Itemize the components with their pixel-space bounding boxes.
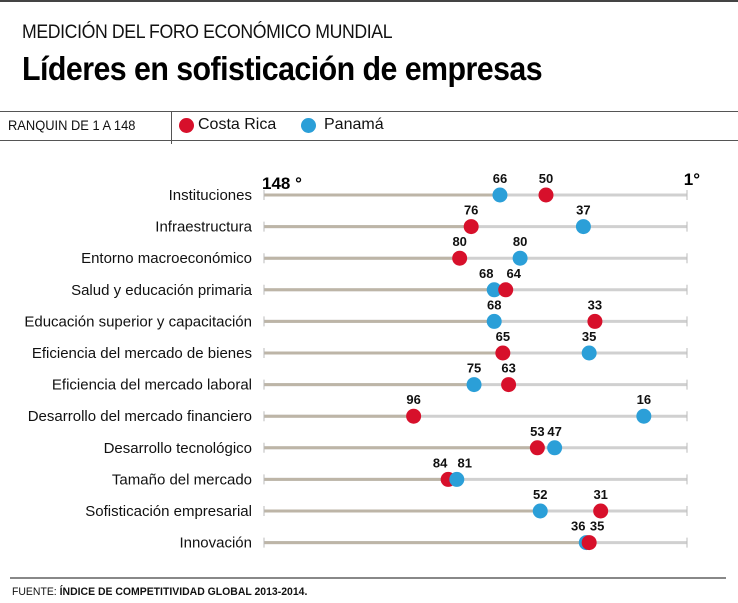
legend-item-costa-rica: Costa Rica — [179, 116, 276, 134]
data-point-costa-rica — [587, 313, 603, 329]
data-point-costa-rica — [538, 187, 554, 203]
data-point-panama — [486, 313, 502, 329]
data-label-panama: 36 — [571, 519, 585, 534]
category-label: Instituciones — [169, 187, 252, 204]
data-point-costa-rica — [452, 250, 468, 266]
legend-dot-icon — [179, 117, 194, 133]
data-point-costa-rica — [498, 282, 514, 298]
data-point-costa-rica — [593, 503, 609, 519]
data-label-panama: 68 — [479, 266, 493, 281]
data-point-panama — [492, 187, 508, 203]
data-label-costa-rica: 35 — [590, 519, 604, 534]
data-label-panama: 35 — [582, 329, 596, 344]
data-point-costa-rica — [406, 408, 422, 424]
axis-end-right-label: 1° — [684, 170, 700, 189]
data-point-panama — [512, 250, 528, 266]
chart-row: Salud y educación primaria 64 68 — [71, 266, 688, 299]
legend-item-panama: Panamá — [301, 116, 384, 134]
category-label: Tamaño del mercado — [112, 471, 252, 488]
chart-row: Infraestructura 76 37 — [155, 203, 688, 236]
chart-row: Sofisticación empresarial 31 52 — [85, 487, 688, 520]
data-label-costa-rica: 65 — [496, 329, 510, 344]
legend-scale-note: RANQUIN DE 1 A 148 — [8, 117, 136, 133]
data-label-costa-rica: 76 — [464, 203, 478, 218]
data-label-costa-rica: 33 — [588, 297, 602, 312]
chart-row: Desarrollo tecnológico 53 47 — [104, 424, 688, 457]
data-point-panama — [547, 440, 563, 456]
data-label-panama: 52 — [533, 487, 547, 502]
category-label: Innovación — [179, 535, 252, 552]
data-point-costa-rica — [581, 535, 597, 551]
category-label: Desarrollo tecnológico — [104, 440, 252, 457]
bottom-rule — [10, 577, 726, 579]
source-prefix: FUENTE: — [12, 586, 60, 598]
data-point-costa-rica — [463, 219, 479, 235]
data-label-panama: 81 — [458, 455, 472, 470]
data-label-panama: 16 — [637, 392, 651, 407]
data-point-costa-rica — [529, 440, 545, 456]
data-label-costa-rica: 84 — [433, 455, 448, 470]
source-text: ÍNDICE DE COMPETITIVIDAD GLOBAL 2013-201… — [59, 586, 308, 598]
chart-title: Líderes en sofisticación de empresas — [22, 50, 543, 87]
legend-dot-icon — [301, 117, 316, 133]
chart-row: Tamaño del mercado 84 81 — [112, 455, 688, 488]
category-label: Entorno macroeconómico — [81, 250, 252, 267]
axis-end-left-label: 148 ° — [262, 174, 302, 193]
data-label-costa-rica: 53 — [530, 424, 544, 439]
legend-label: Panamá — [324, 116, 384, 133]
data-point-panama — [449, 471, 465, 487]
dot-plot-chart: 148 ° 1° Instituciones 50 66 Infraestructur… — [24, 170, 700, 552]
chart-kicker: MEDICIÓN DEL FORO ECONÓMICO MUNDIAL — [22, 22, 393, 43]
data-label-costa-rica: 50 — [539, 171, 553, 186]
chart-row: Educación superior y capacitación 33 68 — [24, 297, 688, 330]
data-label-costa-rica: 64 — [506, 266, 521, 281]
data-point-costa-rica — [495, 345, 511, 361]
data-label-panama: 66 — [493, 171, 507, 186]
category-label: Eficiencia del mercado de bienes — [32, 345, 252, 362]
chart-row: Desarrollo del mercado financiero 96 16 — [28, 392, 688, 425]
chart-row: Eficiencia del mercado de bienes 65 35 — [32, 329, 688, 362]
legend-bar: RANQUIN DE 1 A 148 Costa Rica Panamá — [0, 111, 738, 144]
data-point-costa-rica — [501, 377, 517, 393]
category-label: Infraestructura — [155, 219, 252, 236]
data-point-panama — [636, 408, 652, 424]
chart-row: Eficiencia del mercado laboral 63 75 — [52, 361, 688, 394]
data-label-panama: 68 — [487, 297, 501, 312]
data-point-panama — [486, 282, 502, 298]
category-label: Sofisticación empresarial — [85, 503, 252, 520]
category-label: Salud y educación primaria — [71, 282, 253, 299]
category-label: Eficiencia del mercado laboral — [52, 377, 252, 394]
data-label-panama: 37 — [576, 203, 590, 218]
chart-row: Innovación 35 36 — [179, 519, 688, 552]
data-label-costa-rica: 63 — [501, 361, 515, 376]
data-label-costa-rica: 31 — [593, 487, 607, 502]
data-point-panama — [466, 377, 482, 393]
data-point-panama — [575, 219, 591, 235]
data-label-costa-rica: 80 — [452, 234, 466, 249]
chart-row: Entorno macroeconómico 80 80 — [81, 234, 688, 267]
data-point-panama — [532, 503, 548, 519]
category-label: Educación superior y capacitación — [24, 313, 252, 330]
data-label-panama: 47 — [547, 424, 561, 439]
data-point-panama — [581, 345, 597, 361]
legend-label: Costa Rica — [198, 116, 277, 133]
legend-separator — [171, 112, 172, 144]
category-label: Desarrollo del mercado financiero — [28, 408, 252, 425]
data-label-panama: 75 — [467, 361, 481, 376]
chart-row: Instituciones 50 66 — [169, 171, 688, 204]
data-label-panama: 80 — [513, 234, 527, 249]
data-label-costa-rica: 96 — [406, 392, 420, 407]
source-note: FUENTE: ÍNDICE DE COMPETITIVIDAD GLOBAL … — [12, 586, 307, 598]
top-rule — [0, 0, 738, 2]
